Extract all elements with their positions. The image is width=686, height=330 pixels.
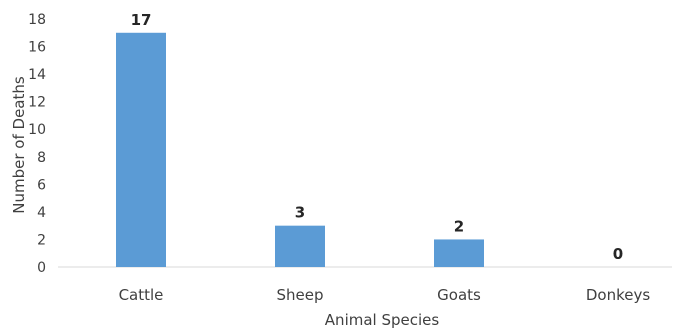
y-tick-label: 18 <box>28 12 46 28</box>
y-tick-label: 6 <box>37 177 46 193</box>
y-tick-label: 12 <box>28 95 46 111</box>
y-tick-label: 4 <box>37 205 46 221</box>
bar-sheep <box>275 225 325 267</box>
data-labels-group: 17 3 2 0 <box>131 11 624 263</box>
category-label-donkeys: Donkeys <box>586 286 650 304</box>
y-tick-label: 8 <box>37 150 46 166</box>
data-label-cattle: 17 <box>131 11 152 29</box>
y-tick-label: 10 <box>28 122 46 138</box>
bar-goats <box>434 239 484 267</box>
category-labels-group: Cattle Sheep Goats Donkeys <box>119 286 651 304</box>
y-tick-label: 0 <box>37 260 46 276</box>
y-tick-label: 2 <box>37 232 46 248</box>
bars-group <box>116 32 484 268</box>
x-axis-title: Animal Species <box>325 311 440 329</box>
y-tick-label: 14 <box>28 67 46 83</box>
data-label-donkeys: 0 <box>613 245 623 263</box>
data-label-sheep: 3 <box>295 204 305 222</box>
category-label-cattle: Cattle <box>119 286 164 304</box>
y-axis-ticks: 0 2 4 6 8 10 12 14 16 18 <box>28 12 46 276</box>
bar-cattle <box>116 32 166 268</box>
y-tick-label: 16 <box>28 40 46 56</box>
category-label-sheep: Sheep <box>276 286 323 304</box>
y-axis-title: Number of Deaths <box>10 76 28 214</box>
category-label-goats: Goats <box>437 286 481 304</box>
data-label-goats: 2 <box>454 217 464 235</box>
